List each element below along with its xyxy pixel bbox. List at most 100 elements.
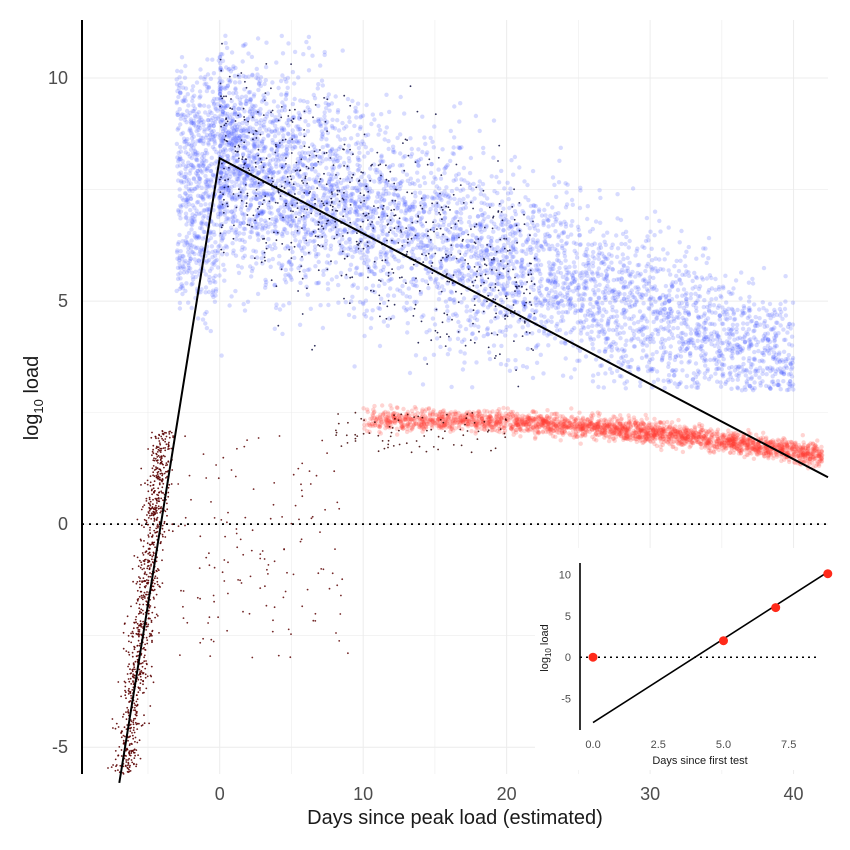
blue-point xyxy=(552,262,557,267)
blue-point xyxy=(664,297,669,302)
blue-point xyxy=(181,112,187,118)
blue-point xyxy=(469,268,474,274)
blue-point xyxy=(715,341,720,346)
blue-point xyxy=(412,228,417,233)
blue-point xyxy=(470,385,475,390)
blue-point xyxy=(183,238,188,243)
blue-point xyxy=(240,255,246,260)
blue-point xyxy=(383,252,388,258)
blue-point xyxy=(466,247,472,252)
blue-point xyxy=(336,164,342,169)
blue-point xyxy=(255,72,260,77)
blue-point xyxy=(532,203,537,208)
blue-point xyxy=(655,327,660,332)
blue-point xyxy=(686,244,691,250)
blue-point xyxy=(379,296,384,301)
blue-point xyxy=(684,291,689,296)
blue-point xyxy=(620,361,625,366)
blue-point xyxy=(747,309,752,314)
blue-point xyxy=(391,191,396,197)
blue-point xyxy=(302,155,307,160)
blue-point xyxy=(355,188,360,194)
blue-point xyxy=(307,238,313,244)
blue-point xyxy=(274,118,279,123)
blue-point xyxy=(765,338,770,343)
blue-point xyxy=(454,214,459,219)
blue-point xyxy=(290,217,295,222)
blue-point xyxy=(178,216,183,221)
blue-point xyxy=(581,262,586,267)
blue-point xyxy=(781,349,787,354)
blue-point xyxy=(227,164,232,170)
blue-point xyxy=(726,306,731,311)
blue-point xyxy=(719,341,724,346)
blue-point xyxy=(201,153,207,159)
blue-point xyxy=(752,328,757,333)
blue-point xyxy=(552,182,557,188)
blue-point xyxy=(271,197,276,203)
blue-point xyxy=(643,268,648,274)
blue-point xyxy=(237,224,242,229)
blue-point xyxy=(712,356,717,361)
blue-point xyxy=(462,360,467,365)
blue-point xyxy=(596,384,601,390)
blue-point xyxy=(355,101,361,106)
blue-point xyxy=(200,236,205,241)
blue-point xyxy=(438,261,444,266)
blue-point xyxy=(488,281,494,287)
blue-point xyxy=(254,66,259,72)
blue-point xyxy=(415,170,420,175)
blue-point xyxy=(670,368,675,373)
blue-point xyxy=(186,260,191,266)
blue-point xyxy=(615,246,621,251)
blue-point xyxy=(439,197,444,203)
blue-point xyxy=(481,303,486,308)
blue-point xyxy=(340,120,345,126)
blue-point xyxy=(591,314,596,319)
blue-point xyxy=(556,310,561,315)
blue-point xyxy=(270,216,275,222)
blue-point xyxy=(596,296,602,301)
blue-point xyxy=(703,320,708,325)
blue-point xyxy=(198,94,203,99)
blue-point xyxy=(338,270,344,276)
blue-point xyxy=(605,266,611,271)
blue-point xyxy=(628,272,633,277)
blue-point xyxy=(194,80,200,85)
blue-point xyxy=(589,278,594,283)
blue-point xyxy=(614,309,619,314)
blue-point xyxy=(275,170,280,175)
blue-point xyxy=(309,150,315,155)
blue-point xyxy=(655,331,661,337)
blue-point xyxy=(210,89,215,95)
blue-point xyxy=(646,279,652,284)
blue-point xyxy=(685,341,691,346)
blue-point xyxy=(368,166,373,171)
blue-point xyxy=(659,358,665,363)
blue-point xyxy=(307,267,312,272)
blue-point xyxy=(534,244,539,249)
blue-point xyxy=(264,175,270,180)
blue-point xyxy=(197,95,202,100)
blue-point xyxy=(305,99,310,105)
blue-point xyxy=(354,265,360,270)
blue-point xyxy=(262,146,268,151)
blue-point xyxy=(355,168,361,173)
blue-point xyxy=(386,262,391,267)
blue-point xyxy=(637,273,642,278)
blue-point xyxy=(183,166,188,172)
blue-point xyxy=(434,276,439,281)
blue-point xyxy=(684,249,689,254)
blue-point xyxy=(183,63,188,69)
blue-point xyxy=(501,227,506,233)
blue-point xyxy=(346,217,351,222)
blue-point xyxy=(548,278,553,283)
blue-point xyxy=(503,234,508,239)
blue-point xyxy=(203,290,208,295)
blue-point xyxy=(330,125,335,130)
blue-point xyxy=(266,132,271,138)
blue-point xyxy=(203,181,209,187)
blue-point xyxy=(767,385,773,391)
blue-point xyxy=(207,109,213,114)
